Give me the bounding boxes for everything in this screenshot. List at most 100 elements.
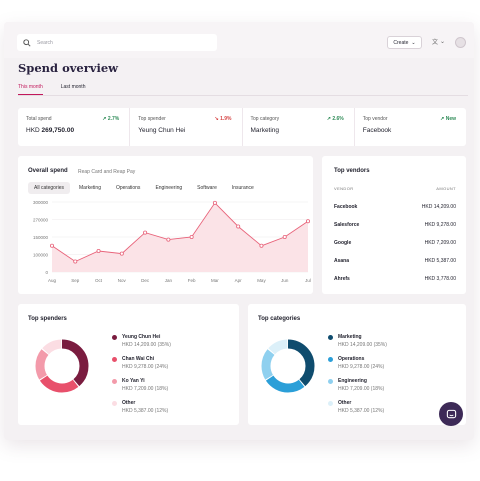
chevron-down-icon: ⌄ [411, 39, 416, 46]
legend-detail: HKD 5,387.00 (12%) [122, 408, 169, 414]
table-row[interactable]: Ahrefs HKD 3,778.00 [334, 276, 456, 282]
donut-segment [35, 339, 89, 393]
stat-value: HKD 269,750.00 [26, 127, 121, 134]
period-tabs: This month Last month [18, 84, 85, 95]
search-icon [23, 38, 31, 47]
top-spenders-card: Top spenders Yeung Chun Hei HKD 14,209.00… [18, 304, 239, 425]
legend-name: Yeung Chun Hei [122, 334, 161, 340]
data-point [143, 230, 148, 235]
data-point [119, 251, 124, 256]
legend-item: Engineering HKD 7,209.00 (18%) [328, 378, 387, 400]
legend-name: Marketing [338, 334, 362, 340]
tab-marketing[interactable]: Marketing [79, 185, 101, 191]
vendor-name: Asana [334, 258, 350, 264]
legend-dot [112, 379, 117, 384]
x-tick-label: Aug [48, 278, 57, 283]
vendor-name: Facebook [334, 204, 358, 210]
stat-change: ↗ 2.6% [326, 116, 344, 122]
x-tick-label: Jan [165, 278, 173, 283]
overall-spend-card: Overall spend Reap Card and Reap Pay All… [18, 156, 313, 294]
stat-label: Top category [250, 116, 280, 122]
stat-top-vendor: Top vendor Facebook ↗ New [355, 108, 466, 146]
table-row[interactable]: Facebook HKD 14,209.00 [334, 204, 456, 210]
stat-value: Yeung Chun Hei [138, 127, 186, 134]
x-tick-label: Jul [305, 278, 311, 283]
vendor-name: Salesforce [334, 222, 360, 228]
legend-item: Other HKD 5,387.00 (12%) [112, 400, 171, 422]
data-point [236, 224, 241, 229]
search-input[interactable]: Search [17, 34, 217, 51]
top-bar: Search Create ⌄ 文 ⌄ [4, 22, 474, 58]
language-selector[interactable]: 文 ⌄ [432, 37, 445, 46]
stat-label: Total spend [26, 116, 52, 122]
legend-detail: HKD 5,387.00 (12%) [338, 408, 385, 414]
change-value: 2.7% [107, 116, 120, 122]
search-placeholder: Search [37, 39, 53, 46]
tab-software[interactable]: Software [197, 185, 217, 191]
spenders-donut [35, 339, 89, 393]
legend-dot [328, 335, 333, 340]
tab-last-month[interactable]: Last month [60, 84, 86, 90]
card-title: Top vendors [334, 168, 370, 174]
vendor-name: Ahrefs [334, 276, 350, 282]
category-tabs: All categories Marketing Operations Engi… [28, 182, 260, 194]
avatar[interactable] [455, 37, 466, 48]
stat-label: Top spender [138, 116, 166, 122]
area-fill [52, 202, 308, 272]
table-row[interactable]: Salesforce HKD 9,278.00 [334, 222, 456, 228]
tab-insurance[interactable]: Insurance [231, 185, 254, 191]
card-title: Top spenders [28, 316, 67, 322]
legend-dot [112, 401, 117, 406]
legend-dot [112, 335, 117, 340]
chat-icon [446, 409, 456, 418]
legend-dot [328, 401, 333, 406]
donut-segment [261, 339, 315, 393]
data-point [189, 235, 194, 240]
x-tick-label: Mar [211, 278, 219, 283]
table-row[interactable]: Google HKD 7,209.00 [334, 240, 456, 246]
page-title: Spend overview [18, 61, 119, 75]
legend-detail: HKD 7,209.00 (18%) [122, 386, 169, 392]
vendor-amount: HKD 5,387.00 [424, 258, 456, 264]
legend-item: Operations HKD 9,278.00 (24%) [328, 356, 387, 378]
card-subtitle: Reap Card and Reap Pay [78, 169, 136, 175]
stat-change: ↘ 1.9% [214, 116, 232, 122]
legend-name: Operations [338, 356, 365, 362]
legend-name: Engineering [338, 378, 367, 384]
stat-value: Facebook [362, 127, 392, 134]
vendors-table-header: VENDOR AMOUNT [334, 186, 456, 191]
data-point [166, 237, 171, 242]
stat-change: ↗ 2.7% [102, 116, 120, 122]
legend-detail: HKD 9,278.00 (24%) [338, 364, 385, 370]
tab-operations[interactable]: Operations [115, 185, 141, 191]
data-point [282, 235, 287, 240]
top-categories-card: Top categories Marketing HKD 14,209.00 (3… [248, 304, 466, 425]
table-row[interactable]: Asana HKD 5,387.00 [334, 258, 456, 264]
change-value: New [445, 116, 456, 122]
donut-segment [261, 339, 315, 393]
legend-name: Other [122, 400, 136, 406]
vendor-amount: HKD 14,209.00 [421, 204, 456, 210]
chat-button[interactable] [439, 402, 463, 426]
legend-name: Other [338, 400, 352, 406]
tab-this-month[interactable]: This month [18, 84, 43, 95]
legend-name: Chan Wai Chi [122, 356, 155, 362]
legend-item: Chan Wai Chi HKD 9,278.00 (24%) [112, 356, 171, 378]
data-point [73, 259, 78, 264]
column-header-vendor: VENDOR [334, 186, 354, 191]
tab-all-categories[interactable]: All categories [28, 182, 71, 194]
stat-top-category: Top category Marketing ↗ 2.6% [243, 108, 355, 146]
stats-card: Total spend HKD 269,750.00 ↗ 2.7% Top sp… [18, 108, 466, 146]
data-point [212, 200, 217, 205]
currency-prefix: HKD [26, 127, 42, 134]
tab-engineering[interactable]: Engineering [155, 185, 183, 191]
top-vendors-card: Top vendors VENDOR AMOUNT Facebook HKD 14… [322, 156, 466, 294]
x-tick-label: Feb [188, 278, 196, 283]
create-button[interactable]: Create ⌄ [387, 36, 422, 49]
legend-detail: HKD 14,209.00 (35%) [122, 342, 171, 348]
x-tick-label: Dec [141, 278, 150, 283]
translate-icon: 文 [432, 40, 439, 46]
tabs-divider [18, 95, 468, 96]
data-point [259, 243, 264, 248]
